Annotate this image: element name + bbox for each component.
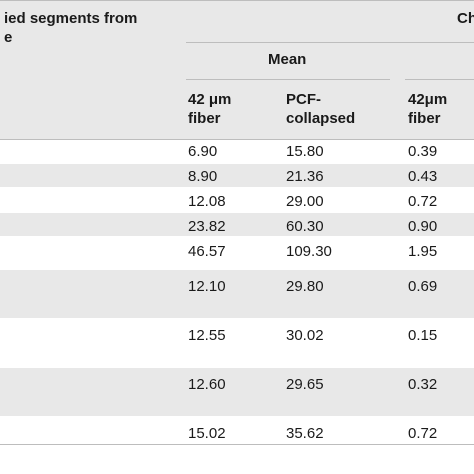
table-cell: 1.95 [408, 243, 438, 260]
table-cell: 0.39 [408, 143, 438, 160]
table-cell: 23.82 [188, 218, 226, 235]
column-header-42um-fiber-2-line2: fiber [408, 110, 441, 127]
table-cell: 0.69 [408, 278, 438, 295]
table-cell: 12.60 [188, 376, 226, 393]
table-cell: 12.55 [188, 327, 226, 344]
subgroup-underline-next [405, 79, 474, 80]
table-cell: 29.65 [286, 376, 324, 393]
table-cell: 35.62 [286, 425, 324, 442]
row-band [0, 0, 474, 140]
table-cell: 8.90 [188, 168, 218, 185]
table-cell: 0.72 [408, 425, 438, 442]
column-header-42um-fiber-line2: fiber [188, 110, 221, 127]
column-header-42um-fiber-line1: 42 μm [188, 91, 232, 108]
table-cell: 21.36 [286, 168, 324, 185]
table-cell: 29.00 [286, 193, 324, 210]
table-cell: 6.90 [188, 143, 218, 160]
table-cell: 29.80 [286, 278, 324, 295]
table-bottom-rule [0, 444, 474, 445]
table-cell: 0.72 [408, 193, 438, 210]
subgroup-underline-mean [186, 79, 390, 80]
group-title: Ch [457, 10, 474, 27]
column-header-pcf-collapsed-line1: PCF- [286, 91, 321, 108]
table-cell: 0.43 [408, 168, 438, 185]
header-top-rule [0, 0, 474, 1]
table-cell: 30.02 [286, 327, 324, 344]
table-cell: 0.32 [408, 376, 438, 393]
table-cell: 12.10 [188, 278, 226, 295]
header-bottom-rule [0, 139, 474, 140]
table-cell: 109.30 [286, 243, 332, 260]
row-band [0, 368, 474, 416]
table-cell: 0.90 [408, 218, 438, 235]
stub-title-line1: ied segments from [4, 10, 138, 27]
column-header-42um-fiber-2-line1: 42μm [408, 91, 448, 108]
table-cell: 60.30 [286, 218, 324, 235]
group-underline [186, 42, 474, 43]
column-header-pcf-collapsed-line2: collapsed [286, 110, 356, 127]
table-cell: 0.15 [408, 327, 438, 344]
table-cell: 15.80 [286, 143, 324, 160]
row-band [0, 270, 474, 318]
subgroup-title-mean: Mean [268, 51, 307, 68]
table-cell: 15.02 [188, 425, 226, 442]
stub-title-line2: e [4, 29, 13, 46]
row-band [0, 164, 474, 187]
row-band [0, 213, 474, 236]
table-cell: 46.57 [188, 243, 226, 260]
table-cell: 12.08 [188, 193, 226, 210]
